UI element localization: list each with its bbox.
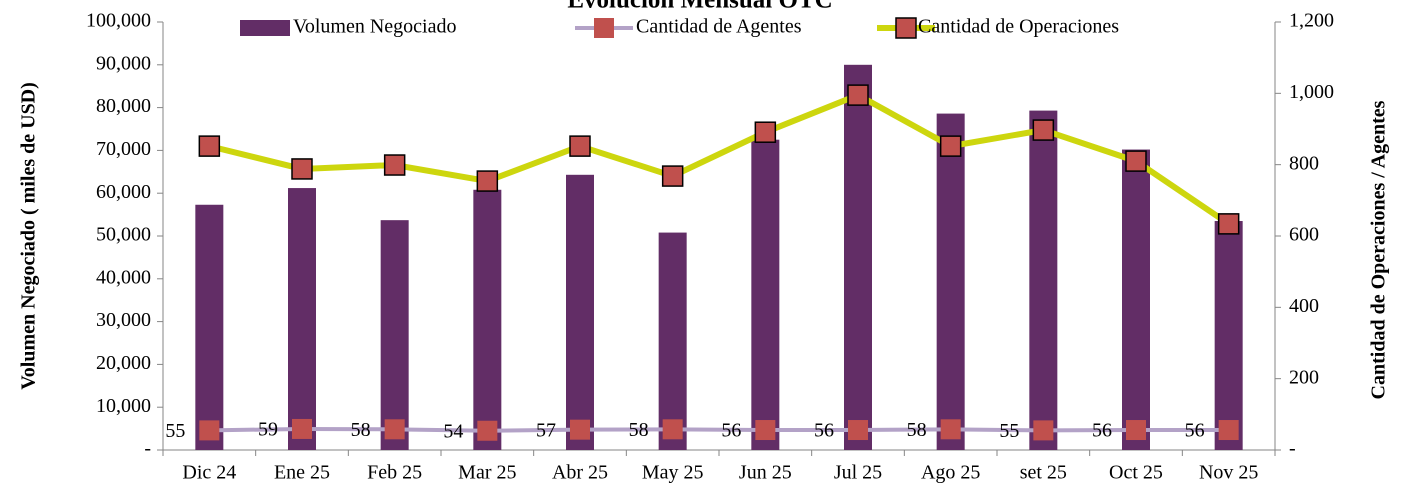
marker — [199, 420, 220, 441]
y2-axis-title: Cantidad de Operaciones / Agentes — [1368, 100, 1390, 399]
bar — [658, 232, 687, 450]
y-tick-label: 40,000 — [96, 266, 151, 288]
bar — [844, 64, 872, 451]
legend-label: Cantidad de Operaciones — [918, 16, 1119, 38]
y-tick-label: 100,000 — [86, 10, 151, 32]
y-tick-label: 80,000 — [96, 95, 151, 117]
x-tick-label: Mar 25 — [458, 462, 516, 484]
chart-title: Evolución Mensual OTC — [567, 0, 832, 14]
y-axis-title: Volumen Negociado ( miles de USD) — [18, 82, 40, 390]
y2-tick-label: 1,200 — [1289, 10, 1334, 32]
data-label: 56 — [1092, 420, 1112, 442]
marker — [570, 419, 590, 440]
marker — [755, 420, 776, 441]
x-tick-label: set 25 — [1020, 462, 1067, 484]
marker — [754, 121, 777, 143]
y-tick-label: 60,000 — [96, 181, 151, 203]
y-tick-label: 90,000 — [96, 52, 151, 74]
marker — [939, 135, 962, 157]
marker — [1126, 420, 1146, 441]
marker — [198, 135, 221, 157]
legend-marker — [895, 17, 917, 39]
data-label: 59 — [258, 419, 278, 441]
bar — [936, 113, 965, 450]
y-tick-label: 10,000 — [96, 395, 151, 417]
x-tick-label: May 25 — [642, 462, 704, 484]
x-tick-label: Ene 25 — [274, 462, 330, 484]
data-label: 56 — [721, 420, 741, 442]
data-label: 58 — [629, 419, 649, 441]
x-tick-label: Jun 25 — [739, 462, 792, 484]
marker — [476, 170, 499, 192]
marker — [848, 420, 868, 441]
marker — [940, 419, 961, 440]
bar — [1122, 149, 1150, 450]
y2-tick-label: 200 — [1289, 366, 1319, 388]
bar — [1029, 110, 1058, 450]
marker — [477, 420, 498, 441]
bar — [751, 139, 780, 450]
y-tick-label: - — [144, 438, 151, 460]
y2-tick-label: - — [1289, 438, 1296, 460]
y2-tick-label: 1,000 — [1289, 81, 1334, 103]
bar — [473, 189, 502, 450]
x-tick-label: Jul 25 — [834, 462, 882, 484]
x-tick-label: Ago 25 — [921, 462, 980, 484]
y2-tick-label: 600 — [1289, 224, 1319, 246]
bar — [566, 174, 594, 450]
legend-label: Volumen Negociado — [293, 16, 457, 38]
marker — [847, 84, 869, 106]
marker — [1217, 213, 1240, 235]
legend-label: Cantidad de Agentes — [636, 16, 802, 38]
marker — [1033, 420, 1054, 441]
bar — [288, 188, 316, 450]
marker — [1125, 150, 1147, 172]
y-tick-label: 20,000 — [96, 352, 151, 374]
line — [208, 91, 1231, 227]
y-tick-label: 30,000 — [96, 309, 151, 331]
y2-tick-label: 800 — [1289, 152, 1319, 174]
y2-tick-label: 400 — [1289, 295, 1319, 317]
marker — [292, 418, 312, 439]
x-tick-label: Nov 25 — [1199, 462, 1258, 484]
x-tick-label: Oct 25 — [1109, 462, 1163, 484]
data-label: 56 — [1185, 420, 1205, 442]
data-label: 54 — [443, 420, 463, 442]
legend-swatch — [240, 20, 290, 36]
x-tick-label: Abr 25 — [552, 462, 608, 484]
marker — [662, 419, 683, 440]
data-label: 58 — [351, 419, 371, 441]
y-tick-label: 70,000 — [96, 138, 151, 160]
bar — [1214, 221, 1243, 450]
x-tick-label: Feb 25 — [367, 462, 422, 484]
bar — [195, 204, 224, 450]
marker — [1218, 420, 1239, 441]
bar — [380, 220, 409, 450]
marker — [291, 158, 313, 180]
data-label: 55 — [999, 420, 1019, 442]
line — [209, 426, 1229, 433]
legend-marker — [594, 18, 614, 38]
data-label: 56 — [814, 420, 834, 442]
marker — [661, 165, 684, 187]
marker — [383, 154, 406, 176]
data-label: 55 — [165, 420, 185, 442]
x-tick-label: Dic 24 — [182, 462, 236, 484]
data-label: 57 — [536, 419, 556, 441]
marker — [569, 135, 591, 157]
y-tick-label: 50,000 — [96, 224, 151, 246]
marker — [1032, 119, 1055, 141]
data-label: 58 — [907, 419, 927, 441]
marker — [384, 419, 405, 440]
